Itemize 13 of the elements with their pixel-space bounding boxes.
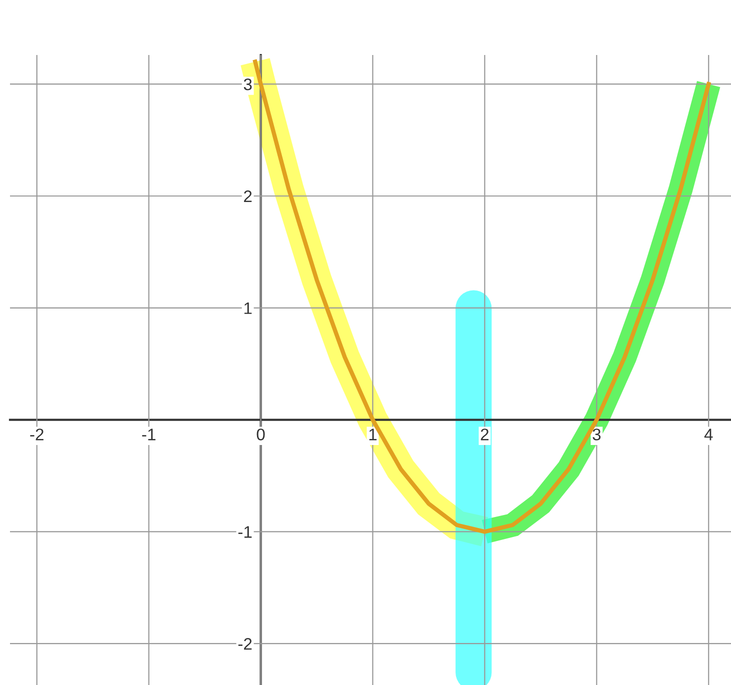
x-tick-label: 2: [480, 428, 488, 440]
line-series: [253, 60, 711, 534]
x-tick-label: -1: [142, 428, 156, 440]
x-tick-label: 1: [369, 428, 377, 440]
y-tick-label: 3: [244, 78, 252, 90]
x-tick-label: 4: [704, 428, 713, 440]
x-tick-label: -2: [30, 428, 44, 440]
x-tick-label: 3: [592, 428, 601, 440]
x-tick-label: 0: [256, 428, 265, 440]
y-tick-label: -2: [238, 638, 252, 650]
y-tick-label: -1: [238, 526, 252, 538]
y-tick-label: 1: [244, 302, 252, 314]
y-tick-label: 2: [244, 190, 252, 202]
